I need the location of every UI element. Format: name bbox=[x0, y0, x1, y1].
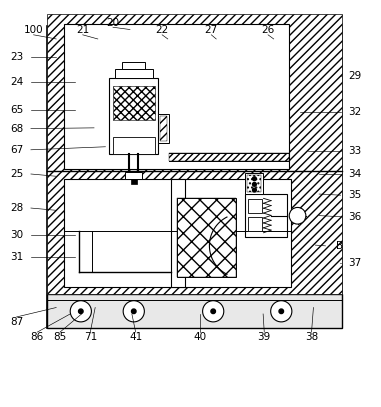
Text: 30: 30 bbox=[10, 230, 23, 239]
Circle shape bbox=[211, 309, 216, 313]
Circle shape bbox=[131, 309, 136, 313]
Circle shape bbox=[253, 188, 256, 192]
Text: 35: 35 bbox=[348, 190, 362, 200]
Bar bbox=[115, 69, 153, 79]
Circle shape bbox=[253, 182, 256, 186]
Bar bbox=[245, 173, 264, 194]
Bar bbox=[177, 198, 236, 277]
Text: 38: 38 bbox=[305, 332, 318, 341]
Bar bbox=[245, 194, 287, 237]
Text: 23: 23 bbox=[10, 52, 23, 62]
Text: 65: 65 bbox=[10, 105, 23, 115]
Bar bbox=[248, 217, 262, 230]
Bar bbox=[47, 294, 342, 328]
Circle shape bbox=[203, 301, 224, 322]
Bar bbox=[160, 116, 166, 141]
Text: 41: 41 bbox=[129, 332, 142, 341]
Text: 68: 68 bbox=[10, 124, 23, 133]
Text: 28: 28 bbox=[10, 203, 23, 213]
Text: 34: 34 bbox=[348, 169, 362, 179]
Text: 86: 86 bbox=[31, 332, 44, 341]
Bar bbox=[169, 153, 289, 161]
Bar bbox=[64, 24, 289, 169]
Bar bbox=[122, 62, 145, 69]
Circle shape bbox=[289, 208, 306, 224]
Circle shape bbox=[271, 301, 292, 322]
Text: B: B bbox=[336, 241, 343, 251]
Text: 71: 71 bbox=[84, 332, 97, 341]
Text: 26: 26 bbox=[261, 25, 275, 35]
Bar bbox=[113, 137, 155, 154]
Bar bbox=[247, 175, 261, 192]
Text: 27: 27 bbox=[205, 25, 218, 35]
Text: 85: 85 bbox=[53, 332, 67, 341]
Bar bbox=[109, 79, 158, 154]
Bar bbox=[64, 179, 291, 287]
Bar bbox=[248, 199, 262, 213]
Text: 87: 87 bbox=[10, 317, 23, 326]
Circle shape bbox=[78, 309, 83, 313]
Text: 29: 29 bbox=[348, 71, 362, 81]
Bar bbox=[47, 26, 342, 328]
Text: 32: 32 bbox=[348, 107, 362, 117]
Bar bbox=[177, 198, 236, 277]
Text: 39: 39 bbox=[258, 332, 271, 341]
Circle shape bbox=[279, 309, 283, 313]
Text: 37: 37 bbox=[348, 258, 362, 268]
Text: 22: 22 bbox=[155, 25, 169, 35]
Circle shape bbox=[123, 301, 144, 322]
Text: 25: 25 bbox=[10, 169, 23, 179]
Bar bbox=[113, 86, 155, 120]
Text: 33: 33 bbox=[348, 146, 362, 156]
Bar bbox=[158, 114, 169, 143]
Circle shape bbox=[253, 177, 256, 181]
Bar bbox=[131, 179, 137, 184]
Text: 31: 31 bbox=[10, 252, 23, 262]
Text: 20: 20 bbox=[106, 18, 120, 28]
Text: 36: 36 bbox=[348, 212, 362, 222]
Text: 100: 100 bbox=[24, 25, 43, 35]
Bar bbox=[171, 179, 185, 287]
Text: 67: 67 bbox=[10, 145, 23, 155]
Bar bbox=[47, 14, 342, 294]
Text: 40: 40 bbox=[194, 332, 207, 341]
Bar bbox=[125, 172, 142, 179]
Circle shape bbox=[70, 301, 91, 322]
Text: 24: 24 bbox=[10, 77, 23, 87]
Text: 21: 21 bbox=[76, 25, 89, 35]
